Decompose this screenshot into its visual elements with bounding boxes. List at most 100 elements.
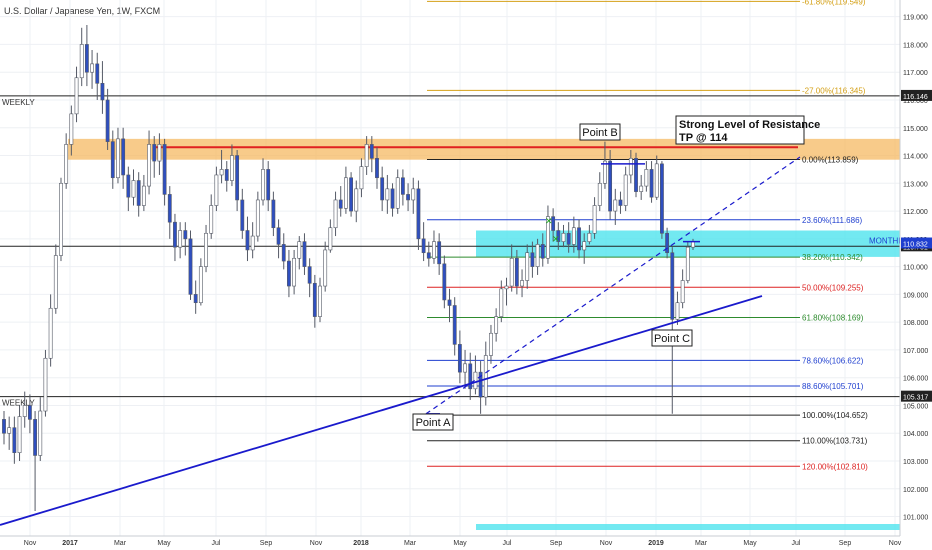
price-tick-label: 109.000 (903, 292, 928, 299)
candle-body (432, 241, 436, 259)
current-price-badge-bg (901, 237, 932, 249)
price-tick-label: 108.000 (903, 320, 928, 327)
candle-body (561, 232, 566, 242)
candle-body (240, 199, 245, 231)
candle-body (292, 257, 297, 287)
candle-body (12, 427, 17, 453)
candle-body (375, 158, 379, 179)
level-badge: 105.317 (903, 395, 928, 402)
candle-body (587, 232, 592, 242)
candle-body (411, 188, 416, 201)
candles (2, 24, 695, 512)
point-b-label-box (579, 123, 621, 141)
candle-body (338, 199, 343, 209)
price-tick-label: 115.000 (903, 126, 928, 133)
candle-body (457, 344, 462, 373)
fib-level-label: 78.60%(106.622) (802, 356, 864, 365)
candle-body (266, 169, 271, 201)
fib-level-label: 23.60%(111.686) (802, 216, 863, 225)
candle-body (312, 282, 317, 317)
price-tick-label: 119.000 (903, 15, 928, 22)
cross-marker: ✕ (545, 216, 553, 226)
candle-body (354, 188, 359, 212)
candle-body (27, 405, 32, 420)
candle-body (2, 419, 6, 434)
candle-body (183, 230, 188, 240)
candle-body (344, 177, 348, 209)
candle-body (603, 160, 607, 184)
fib-level-label: -27.00%(116.345) (802, 86, 866, 95)
point-c-label-box (651, 329, 693, 347)
dashed-trendline (425, 156, 801, 415)
grid-lines (0, 0, 900, 536)
candle-body (162, 144, 167, 195)
candle-body (90, 63, 94, 73)
candle-body (193, 294, 198, 304)
candle-body (556, 230, 561, 242)
fib-level-label: -61.80%(119.549) (802, 0, 866, 6)
fib-level-label: 88.60%(105.701) (802, 382, 864, 391)
candle-body (494, 316, 499, 334)
candle-body (281, 244, 286, 262)
candle-body (665, 232, 670, 254)
time-tick-label: Jul (503, 540, 512, 547)
time-tick-label: Sep (260, 540, 273, 547)
fib-level-label: 0.00%(113.859) (802, 155, 859, 164)
candle-body (385, 188, 390, 201)
price-axis-bg (900, 0, 932, 550)
candle-body (261, 169, 265, 201)
candle-body (198, 266, 203, 304)
candle-body (628, 158, 633, 176)
candle-body (369, 144, 374, 159)
candle-body (463, 363, 467, 373)
candle-body (660, 163, 664, 234)
price-tick-label: 117.000 (903, 70, 928, 77)
candle-body (95, 63, 100, 84)
time-tick-label: Nov (24, 540, 37, 547)
candle-body (442, 263, 447, 301)
candle-body (245, 230, 250, 251)
candle-body (406, 194, 410, 201)
weekly-level-label: WEEKLY (2, 399, 35, 408)
candle-body (489, 332, 493, 356)
price-tick-label: 104.000 (903, 431, 928, 438)
cross-marker: ✕ (552, 234, 560, 244)
candle-body (525, 252, 530, 281)
time-tick-label: 2019 (648, 540, 664, 547)
candle-body (504, 285, 509, 290)
candle-body (287, 260, 291, 287)
time-tick-label: Sep (550, 540, 563, 547)
candle-body (136, 180, 141, 206)
candle-body (499, 288, 504, 317)
candle-body (323, 249, 328, 287)
candle-body (691, 241, 695, 248)
candle-body (551, 216, 556, 231)
point-b-label-text: Point B (582, 127, 617, 139)
fib-level-label: 100.00%(104.652) (802, 411, 868, 420)
candle-body (608, 160, 613, 212)
fibonacci-levels: -61.80%(119.549) -27.00%(116.345) 0.00%(11… (427, 0, 868, 471)
price-tick-label: 110.000 (903, 265, 928, 272)
candle-body (110, 141, 115, 179)
candle-body (214, 174, 219, 206)
price-tick-label: 107.000 (903, 348, 928, 355)
candle-body (188, 238, 193, 295)
point-a-label: Point A (412, 413, 454, 431)
time-axis: Nov 2017 Mar May Jul Sep Nov 2018 Mar May Jul Sep No… (0, 535, 902, 547)
candle-body (131, 180, 136, 198)
candle-body (74, 77, 79, 115)
candle-body (452, 305, 457, 345)
candle-body (17, 416, 22, 453)
candle-body (483, 355, 488, 398)
candle-body (359, 166, 364, 190)
candle-body (644, 169, 649, 187)
candle-body (209, 205, 214, 234)
candle-body (302, 241, 307, 267)
candle-body (100, 83, 105, 101)
candle-body (395, 177, 400, 209)
candle-body (116, 138, 120, 179)
candle-body (328, 227, 333, 251)
time-tick-label: Nov (600, 540, 613, 547)
